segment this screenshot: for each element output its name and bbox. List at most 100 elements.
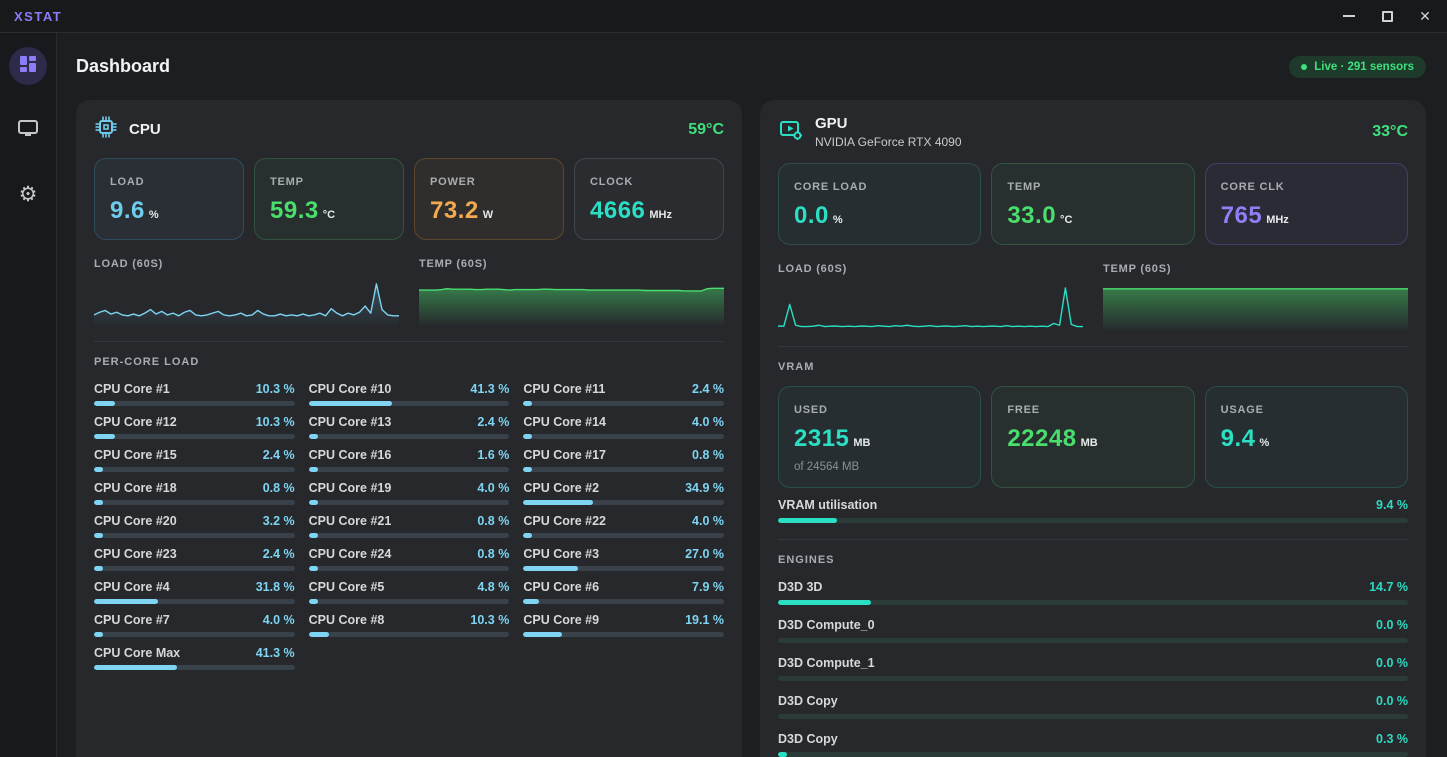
core-value: 10.3 % (256, 382, 295, 396)
engine-row: D3D Compute_10.0 % (778, 656, 1408, 681)
core-value: 31.8 % (256, 580, 295, 594)
core-load-bar-fill (523, 434, 532, 439)
engine-value: 0.0 % (1376, 618, 1408, 632)
core-load-bar (309, 467, 510, 472)
vram-utilisation-label: VRAM utilisation (778, 498, 877, 512)
core-load-bar (94, 566, 295, 571)
maximize-icon[interactable] (1379, 8, 1395, 24)
gpu-subtitle: NVIDIA GeForce RTX 4090 (815, 135, 962, 149)
core-value: 10.3 % (256, 415, 295, 429)
stat-label: FREE (1007, 404, 1040, 416)
stat-label: CLOCK (590, 176, 633, 188)
core-load-bar (523, 467, 724, 472)
core-load-bar-fill (94, 566, 103, 571)
gpu-temp-badge: 33°C (1372, 123, 1408, 141)
page-title: Dashboard (76, 56, 170, 77)
stat-value: 22248 (1007, 425, 1076, 453)
core-load-bar (309, 566, 510, 571)
core-load-bar-fill (309, 533, 318, 538)
engine-bar (778, 714, 1408, 719)
core-value: 7.9 % (692, 580, 724, 594)
core-label: CPU Core #4 (94, 580, 170, 594)
page-header: Dashboard Live · 291 sensors (76, 33, 1426, 100)
core-label: CPU Core #6 (523, 580, 599, 594)
core-label: CPU Core #10 (309, 382, 392, 396)
core-load-item: CPU Core Max41.3 % (94, 646, 295, 670)
stat-label: POWER (430, 176, 476, 188)
divider (778, 539, 1408, 540)
core-load-item: CPU Core #203.2 % (94, 514, 295, 538)
core-label: CPU Core #19 (309, 481, 392, 495)
core-load-bar-fill (309, 632, 330, 637)
stat-value-row: 0.0% (794, 202, 965, 230)
core-load-bar-fill (94, 632, 103, 637)
engine-label: D3D Copy (778, 732, 838, 746)
cpu-title: CPU (129, 121, 161, 138)
core-load-bar (523, 434, 724, 439)
core-load-bar (309, 599, 510, 604)
stat-value-row: 2315MB (794, 425, 965, 453)
sidebar-item-dashboard[interactable] (9, 47, 47, 85)
core-value: 27.0 % (685, 547, 724, 561)
core-load-item: CPU Core #74.0 % (94, 613, 295, 637)
gpu-stat-card-core-clk: CORE CLK765MHz (1205, 163, 1408, 245)
core-label: CPU Core #5 (309, 580, 385, 594)
core-label: CPU Core #8 (309, 613, 385, 627)
stat-label: TEMP (270, 176, 304, 188)
stat-unit: % (149, 209, 159, 221)
titlebar: XSTAT ✕ (0, 0, 1447, 33)
gpu-temp-chart: TEMP (60S) (1103, 263, 1408, 330)
engine-row: D3D 3D14.7 % (778, 580, 1408, 605)
engine-bar (778, 676, 1408, 681)
window-controls: ✕ (1341, 8, 1433, 24)
engine-bar (778, 600, 1408, 605)
core-load-bar (94, 632, 295, 637)
stat-label: LOAD (110, 176, 144, 188)
engine-bar (778, 752, 1408, 757)
gpu-load-chart-label: LOAD (60S) (778, 263, 1083, 275)
per-core-load-grid: CPU Core #110.3 %CPU Core #1041.3 %CPU C… (94, 382, 724, 670)
core-value: 4.8 % (477, 580, 509, 594)
core-value: 0.8 % (263, 481, 295, 495)
core-load-item: CPU Core #1041.3 % (309, 382, 510, 406)
stat-label: USAGE (1221, 404, 1264, 416)
close-icon[interactable]: ✕ (1417, 8, 1433, 24)
core-load-bar (94, 401, 295, 406)
sidebar-item-displays[interactable] (9, 111, 47, 149)
core-label: CPU Core #1 (94, 382, 170, 396)
core-load-item: CPU Core #810.3 % (309, 613, 510, 637)
core-load-item: CPU Core #224.0 % (523, 514, 724, 538)
core-load-bar (94, 665, 295, 670)
engine-bar (778, 638, 1408, 643)
core-load-item: CPU Core #112.4 % (523, 382, 724, 406)
core-value: 4.0 % (477, 481, 509, 495)
sidebar-item-settings[interactable]: ⚙ (9, 175, 47, 213)
engine-value: 14.7 % (1369, 580, 1408, 594)
engine-row: D3D Copy0.3 % (778, 732, 1408, 757)
stat-value: 33.0 (1007, 202, 1056, 230)
core-load-item: CPU Core #161.6 % (309, 448, 510, 472)
vram-utilisation-row: VRAM utilisation 9.4 % (778, 498, 1408, 523)
stat-value: 9.6 (110, 197, 145, 225)
core-load-bar-fill (523, 533, 532, 538)
core-load-bar-fill (94, 500, 103, 505)
stat-value: 765 (1221, 202, 1263, 230)
core-load-bar (523, 533, 724, 538)
core-load-item: CPU Core #327.0 % (523, 547, 724, 571)
stat-value-row: 33.0°C (1007, 202, 1178, 230)
stat-unit: MB (853, 437, 870, 449)
core-load-item: CPU Core #234.9 % (523, 481, 724, 505)
gpu-title: GPU (815, 115, 962, 132)
stat-unit: MHz (1266, 214, 1289, 226)
core-load-bar (523, 401, 724, 406)
core-load-bar (309, 401, 510, 406)
divider (778, 346, 1408, 347)
main-content: Dashboard Live · 291 sensors (57, 33, 1447, 757)
core-load-bar (523, 566, 724, 571)
vram-stat-cards: USED2315MBof 24564 MBFREE22248MBUSAGE9.4… (778, 386, 1408, 488)
core-load-bar-fill (309, 500, 318, 505)
core-load-bar (523, 500, 724, 505)
minimize-icon[interactable] (1341, 8, 1357, 24)
core-label: CPU Core #12 (94, 415, 177, 429)
stat-value: 9.4 (1221, 425, 1256, 453)
